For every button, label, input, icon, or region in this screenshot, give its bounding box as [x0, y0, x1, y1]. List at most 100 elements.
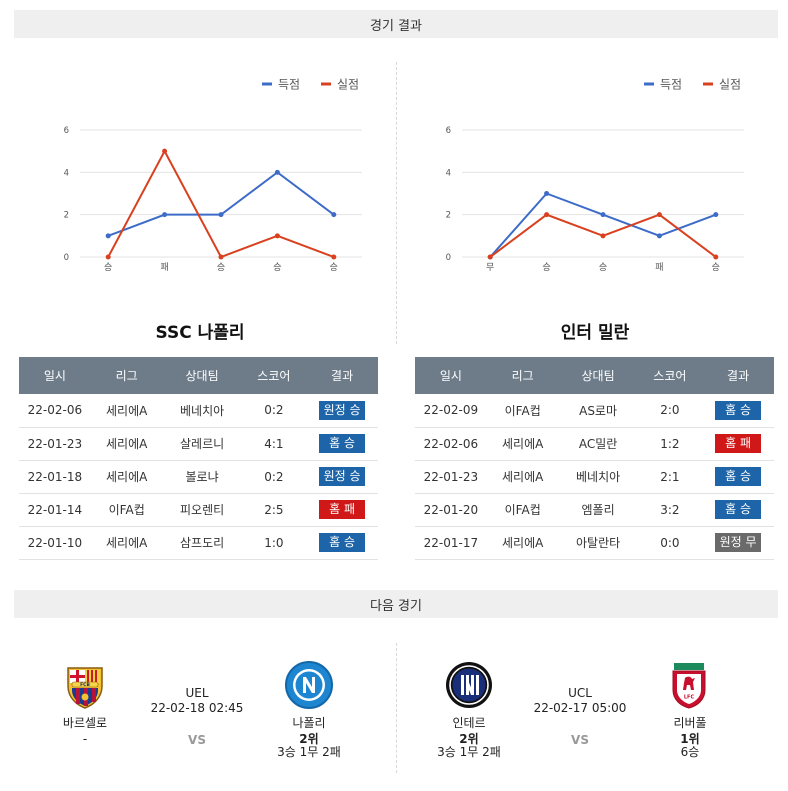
scored-series-line — [107, 171, 335, 237]
scored-series-line — [489, 192, 717, 258]
home-team-name[interactable]: 인테르 — [452, 716, 486, 730]
cell-date: 22-02-06 — [415, 427, 487, 461]
liverpool-crest-icon[interactable]: LFC — [664, 660, 714, 710]
cell-league: 이FA컵 — [486, 493, 559, 527]
napoli-team-title: SSC 나폴리 — [155, 323, 245, 343]
legend-scored-label: 득점 — [278, 78, 300, 92]
result-badge: 원정 무 — [715, 533, 762, 552]
result-badge: 홈 패 — [715, 434, 762, 453]
column-header: 리그 — [486, 357, 559, 394]
match-league: UEL — [185, 686, 209, 700]
away-team-name[interactable]: 나폴리 — [292, 716, 326, 730]
cell-opponent[interactable]: AC밀란 — [558, 427, 638, 461]
inter-results-table: 일시 리그 상대팀 스코어 결과 22-02-09 이FA컵 AS로마 2:0 홈 승 22-02… — [415, 357, 774, 560]
cell-score: 0:2 — [241, 460, 307, 494]
cell-date: 22-02-09 — [415, 394, 487, 428]
scored-point — [162, 212, 168, 218]
cell-opponent[interactable]: 베네치아 — [162, 394, 242, 428]
x-tick-label: 승 — [542, 262, 550, 273]
cell-opponent[interactable]: AS로마 — [558, 394, 638, 428]
away-team-standing: 2위 3승 1무 2패 — [259, 733, 359, 759]
y-tick-label: 4 — [446, 168, 451, 178]
table-header-row: 일시 리그 상대팀 스코어 결과 — [19, 357, 378, 394]
y-tick-label: 6 — [64, 126, 69, 136]
cell-opponent[interactable]: 피오렌티 — [162, 493, 242, 527]
cell-result: 원정 승 — [306, 460, 378, 494]
next-match-title: 다음 경기 — [370, 598, 422, 614]
cell-date: 22-01-23 — [19, 427, 91, 461]
svg-text:FCB: FCB — [80, 682, 90, 688]
legend-conceded-label: 실점 — [719, 78, 741, 92]
away-team-name[interactable]: 리버풀 — [673, 716, 707, 730]
cell-score: 2:0 — [637, 394, 703, 428]
scored-point — [274, 169, 280, 175]
home-team-name[interactable]: 바르셀로 — [62, 716, 108, 730]
away-team-record: 3승 1무 2패 — [277, 745, 341, 759]
conceded-point — [218, 254, 224, 260]
away-team-rank: 2위 — [299, 732, 319, 746]
conceded-point — [600, 233, 606, 239]
result-badge: 홈 승 — [319, 434, 366, 453]
x-tick-label: 승 — [217, 262, 225, 273]
results-title: 경기 결과 — [370, 18, 422, 34]
cell-result: 원정 승 — [306, 394, 378, 428]
cell-league: 세리에A — [90, 460, 163, 494]
scored-point — [331, 212, 337, 218]
cell-date: 22-01-10 — [19, 526, 91, 560]
cell-opponent[interactable]: 삼프도리 — [162, 526, 242, 560]
chart-svg: 득점 실점 0 2 4 6 승 패 승 승 승 — [64, 78, 362, 273]
home-team-standing: 2위 3승 1무 2패 — [419, 733, 519, 759]
napoli-crest-icon[interactable] — [284, 660, 334, 710]
y-tick-label: 4 — [64, 168, 69, 178]
conceded-point — [544, 212, 550, 218]
cell-opponent[interactable]: 엠폴리 — [558, 493, 638, 527]
cell-date: 22-01-20 — [415, 493, 487, 527]
column-header: 일시 — [19, 357, 91, 394]
conceded-point — [331, 254, 337, 260]
y-tick-label: 6 — [446, 126, 451, 136]
y-tick-label: 0 — [64, 253, 69, 263]
cell-league: 세리에A — [90, 427, 163, 461]
inter-crest-icon[interactable] — [444, 660, 494, 710]
cell-opponent[interactable]: 아탈란타 — [558, 526, 638, 560]
result-badge: 원정 승 — [319, 400, 366, 420]
cell-opponent[interactable]: 베네치아 — [558, 460, 638, 494]
cell-score: 4:1 — [241, 427, 307, 461]
cell-result: 홈 승 — [702, 460, 774, 494]
chart-legend: 득점 실점 — [262, 78, 359, 92]
result-badge: 홈 승 — [715, 500, 762, 519]
x-tick-label: 승 — [330, 262, 338, 273]
result-badge: 홈 승 — [319, 533, 366, 552]
barcelona-crest-icon[interactable]: FCB — [60, 660, 110, 710]
away-team-record: 6승 — [680, 745, 700, 759]
match-league: UCL — [568, 686, 592, 700]
next-match-section-header: 다음 경기 — [14, 590, 778, 618]
column-header: 결과 — [702, 357, 774, 394]
cell-date: 22-01-23 — [415, 460, 487, 494]
cell-league: 세리에A — [486, 526, 559, 560]
cell-date: 22-01-18 — [19, 460, 91, 494]
table-row: 22-01-10 세리에A 삼프도리 1:0 홈 승 — [19, 526, 378, 560]
column-header: 결과 — [306, 357, 378, 394]
result-badge: 홈 승 — [715, 400, 762, 420]
x-tick-label: 패 — [160, 262, 168, 273]
cell-league: 이FA컵 — [486, 394, 559, 428]
table-row: 22-01-23 세리에A 살레르니 4:1 홈 승 — [19, 427, 378, 461]
cell-opponent[interactable]: 볼로냐 — [162, 460, 242, 494]
cell-result: 원정 무 — [702, 526, 774, 560]
column-header: 일시 — [415, 357, 487, 394]
scored-point — [713, 212, 719, 218]
cell-opponent[interactable]: 살레르니 — [162, 427, 242, 461]
y-tick-label: 2 — [64, 211, 69, 221]
scored-point — [218, 212, 224, 218]
table-row: 22-01-23 세리에A 베네치아 2:1 홈 승 — [415, 460, 774, 494]
x-tick-label: 승 — [599, 262, 607, 273]
column-header: 스코어 — [637, 357, 703, 394]
away-team-standing: 1위 6승 — [640, 733, 740, 759]
x-tick-label: 승 — [273, 262, 281, 273]
cell-score: 0:2 — [241, 394, 307, 428]
napoli-results-table: 일시 리그 상대팀 스코어 결과 22-02-06 세리에A 베네치아 0:2 원정 승 22-0… — [19, 357, 378, 560]
table-row: 22-02-09 이FA컵 AS로마 2:0 홈 승 — [415, 394, 774, 428]
next-column-divider — [396, 643, 397, 773]
cell-league: 세리에A — [90, 526, 163, 560]
